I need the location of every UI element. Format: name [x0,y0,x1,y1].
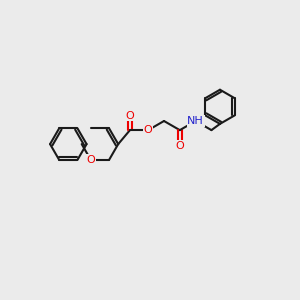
Text: O: O [144,125,153,135]
Text: O: O [86,155,95,165]
Text: O: O [176,141,184,151]
Text: NH: NH [187,116,204,126]
Text: O: O [126,110,134,121]
